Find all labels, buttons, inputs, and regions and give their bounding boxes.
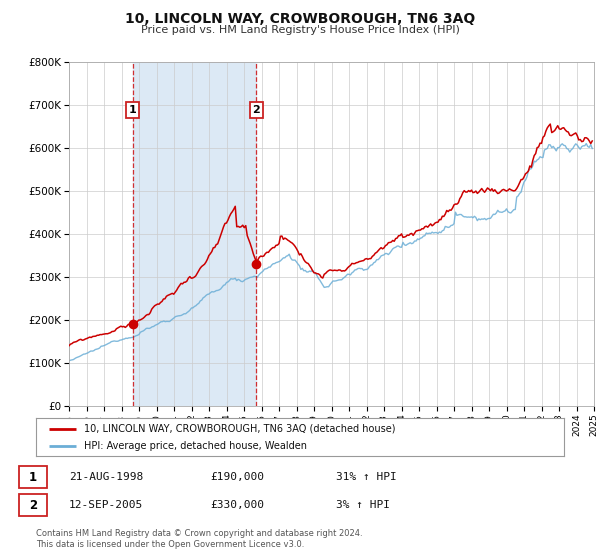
Text: Price paid vs. HM Land Registry's House Price Index (HPI): Price paid vs. HM Land Registry's House …	[140, 25, 460, 35]
Text: £330,000: £330,000	[210, 500, 264, 510]
Text: 12-SEP-2005: 12-SEP-2005	[69, 500, 143, 510]
Text: 31% ↑ HPI: 31% ↑ HPI	[336, 472, 397, 482]
Text: 3% ↑ HPI: 3% ↑ HPI	[336, 500, 390, 510]
Text: 2: 2	[253, 105, 260, 115]
Text: £190,000: £190,000	[210, 472, 264, 482]
Text: This data is licensed under the Open Government Licence v3.0.: This data is licensed under the Open Gov…	[36, 540, 304, 549]
Bar	[133, 62, 256, 406]
Text: 1: 1	[29, 470, 37, 484]
Text: 2: 2	[29, 498, 37, 512]
Text: 1: 1	[129, 105, 137, 115]
Text: 10, LINCOLN WAY, CROWBOROUGH, TN6 3AQ: 10, LINCOLN WAY, CROWBOROUGH, TN6 3AQ	[125, 12, 475, 26]
Text: 21-AUG-1998: 21-AUG-1998	[69, 472, 143, 482]
Text: Contains HM Land Registry data © Crown copyright and database right 2024.: Contains HM Land Registry data © Crown c…	[36, 529, 362, 538]
Text: 10, LINCOLN WAY, CROWBOROUGH, TN6 3AQ (detached house): 10, LINCOLN WAY, CROWBOROUGH, TN6 3AQ (d…	[83, 423, 395, 433]
Text: HPI: Average price, detached house, Wealden: HPI: Average price, detached house, Weal…	[83, 441, 307, 451]
